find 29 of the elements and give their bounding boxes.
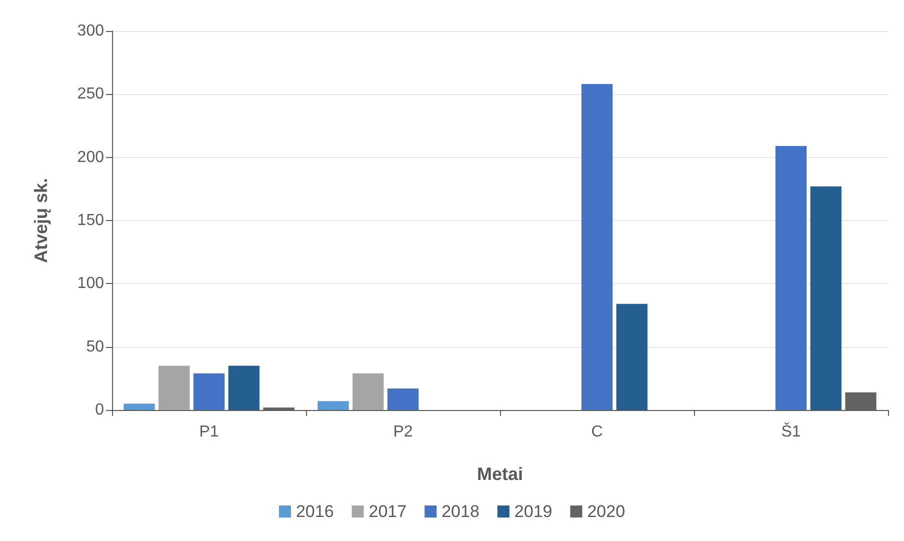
legend-label: 2018 xyxy=(442,502,480,521)
y-tick-label: 200 xyxy=(77,148,104,166)
x-axis-title: Metai xyxy=(476,464,524,484)
x-tick-label: P1 xyxy=(199,424,219,440)
bar xyxy=(387,388,419,410)
bar xyxy=(352,373,384,410)
bar xyxy=(775,146,807,410)
y-tick-label: 0 xyxy=(95,402,104,418)
legend-label: 2016 xyxy=(296,502,334,521)
x-tick-label: P2 xyxy=(393,424,413,440)
y-tick-label: 50 xyxy=(86,338,104,356)
y-tick-label: 300 xyxy=(77,22,104,40)
y-axis-title: Atvejų sk. xyxy=(31,178,51,264)
y-tick-label: 250 xyxy=(77,86,104,103)
bar xyxy=(810,186,842,410)
y-tick-label: 100 xyxy=(77,275,104,292)
x-tick-label: C xyxy=(591,424,603,440)
bar xyxy=(124,404,155,410)
bar xyxy=(158,366,190,410)
x-tick-label: Š1 xyxy=(781,422,801,440)
y-tick-label: 150 xyxy=(77,212,104,229)
bar xyxy=(581,84,613,410)
bar xyxy=(616,304,648,410)
bar xyxy=(318,401,349,410)
bar xyxy=(193,373,225,410)
legend-label: 2017 xyxy=(368,502,407,521)
bar xyxy=(228,366,260,410)
legend-label: 2020 xyxy=(587,502,626,521)
legend-label: 2019 xyxy=(514,502,552,521)
